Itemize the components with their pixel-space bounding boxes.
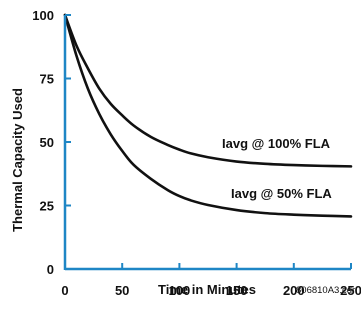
y-tick-label-75: 75 bbox=[40, 72, 54, 87]
x-tick-label-0: 0 bbox=[61, 283, 68, 298]
series-line-100 bbox=[63, 13, 353, 168]
x-axis-title: Time in Minutes bbox=[158, 282, 256, 297]
ticks bbox=[65, 14, 352, 269]
series-label-100: Iavg @ 100% FLA bbox=[222, 136, 331, 151]
x-tick-label-250: 250 bbox=[340, 283, 361, 298]
x-tick-label-150: 150 bbox=[226, 283, 248, 298]
tick-labels: 0 50 100 150 200 250 0 25 50 75 100 bbox=[32, 8, 361, 298]
y-tick-label-25: 25 bbox=[40, 199, 54, 214]
y-tick-label-100: 100 bbox=[32, 8, 54, 23]
x-tick-label-50: 50 bbox=[115, 283, 129, 298]
series-line-50 bbox=[63, 13, 353, 218]
file-reference: 806810A3.cdr bbox=[296, 285, 355, 296]
series-label-50: Iavg @ 50% FLA bbox=[231, 186, 332, 201]
y-axis-title: Thermal Capacity Used bbox=[10, 88, 25, 232]
y-tick-label-0: 0 bbox=[47, 262, 54, 277]
x-tick-label-100: 100 bbox=[169, 283, 191, 298]
y-tick-label-50: 50 bbox=[40, 135, 54, 150]
plot-lines bbox=[63, 13, 353, 218]
x-tick-label-200: 200 bbox=[283, 283, 305, 298]
